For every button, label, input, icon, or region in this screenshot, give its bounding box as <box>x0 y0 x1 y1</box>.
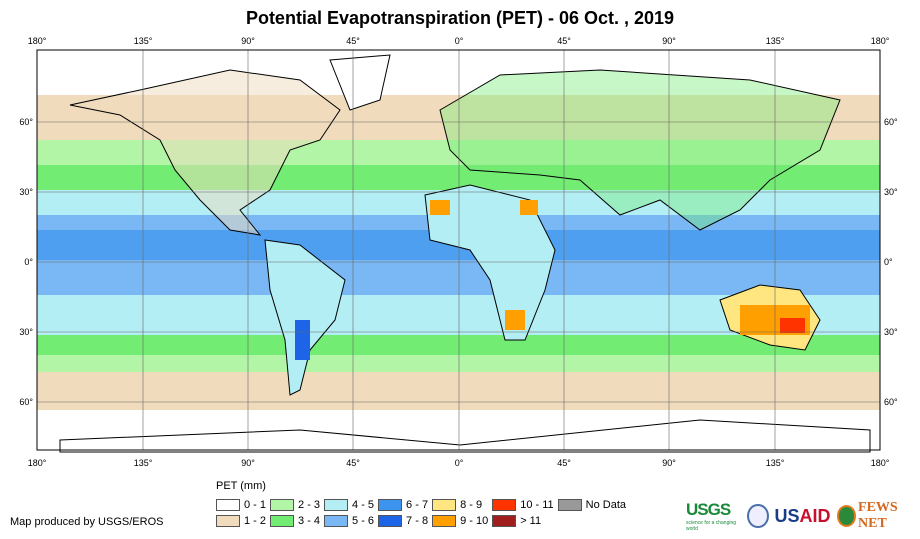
legend-label: > 11 <box>520 515 542 527</box>
lon-label-top: 90° <box>241 36 255 46</box>
legend-item: 7 - 8 <box>378 515 428 527</box>
legend-item: 2 - 3 <box>270 499 320 511</box>
legend-label: 6 - 7 <box>406 499 429 511</box>
legend-label: 5 - 6 <box>352 515 375 527</box>
lat-label-left: 60° <box>19 397 33 407</box>
north-america <box>69 69 341 236</box>
lat-label-left: 30° <box>19 187 33 197</box>
longitude-labels: 180° 180° 135° 135° 90° 90° 45° 45° 0° 0° 45° 45° 90… <box>28 36 890 468</box>
logos: USGS science for a changing world USAID F… <box>686 500 920 532</box>
latitude-labels: 60° 60° 30° 30° 0° 0° 30° 30° 60° 60° <box>19 117 898 407</box>
lon-label-bottom: 45° <box>346 458 360 468</box>
map-title: Potential Evapotranspiration (PET) - 06 … <box>245 8 675 28</box>
continents <box>59 54 871 453</box>
usaid-logo: USAID <box>774 505 831 526</box>
lon-label-top: 135° <box>134 36 153 46</box>
legend-swatch <box>492 515 517 527</box>
legend-label: 8 - 9 <box>460 499 483 511</box>
south-america <box>264 239 346 396</box>
legend-swatch <box>432 499 457 511</box>
lon-label-top: 135° <box>766 36 785 46</box>
legend-item: No Data <box>557 499 626 511</box>
lon-label-bottom: 180° <box>871 458 890 468</box>
lon-label-top: 180° <box>871 36 890 46</box>
world-pet-map: 180° 180° 135° 135° 90° 90° 45° 45° 0° 0° 45° 45° 90… <box>19 36 898 468</box>
legend-item: > 11 <box>492 515 553 527</box>
legend-label: 7 - 8 <box>406 515 429 527</box>
legend-swatch <box>324 499 349 511</box>
lon-label-bottom: 90° <box>662 458 676 468</box>
lat-label-left: 60° <box>19 117 33 127</box>
lon-label-bottom: 45° <box>557 458 571 468</box>
map-frame <box>36 49 881 451</box>
lon-label-bottom: 180° <box>28 458 47 468</box>
lon-label-top: 180° <box>28 36 47 46</box>
fews-net-logo: FEWS NET <box>836 500 920 532</box>
lon-label-bottom: 90° <box>241 458 255 468</box>
legend-label: No Data <box>585 499 626 511</box>
legend-swatch <box>492 499 517 511</box>
lat-label-right: 0° <box>884 257 893 267</box>
legend-item: 10 - 11 <box>492 499 554 511</box>
legend-label: 10 - 11 <box>520 499 554 511</box>
usgs-logo: USGS science for a changing world <box>686 500 737 532</box>
lon-label-top: 45° <box>557 36 571 46</box>
lat-label-right: 60° <box>884 397 898 407</box>
lon-label-bottom: 135° <box>134 458 153 468</box>
legend-item: 4 - 5 <box>324 499 374 511</box>
lat-label-left: 30° <box>19 327 33 337</box>
legend-item: 5 - 6 <box>324 515 374 527</box>
lat-label-right: 30° <box>884 187 898 197</box>
legend-label: 3 - 4 <box>298 515 321 527</box>
africa <box>424 184 556 341</box>
lat-label-right: 60° <box>884 117 898 127</box>
legend-swatch <box>378 499 403 511</box>
legend-title: PET (mm) <box>216 480 266 492</box>
lon-label-bottom: 135° <box>766 458 785 468</box>
legend-item: 9 - 10 <box>432 515 488 527</box>
lon-label-top: 0° <box>455 36 464 46</box>
globe-icon <box>836 505 857 527</box>
legend: 0 - 1 2 - 3 4 - 5 6 - 7 8 - 9 10 - 11 No Data 1… <box>216 499 626 527</box>
legend-item: 0 - 1 <box>216 499 266 511</box>
legend-item: 1 - 2 <box>216 515 266 527</box>
usaid-seal-icon <box>747 504 769 528</box>
legend-swatch <box>216 499 240 511</box>
legend-label: 2 - 3 <box>298 499 321 511</box>
legend-swatch <box>270 515 295 527</box>
legend-item: 8 - 9 <box>432 499 488 511</box>
legend-label: 9 - 10 <box>460 515 489 527</box>
legend-label: 4 - 5 <box>352 499 375 511</box>
graticule <box>37 50 880 450</box>
legend-swatch <box>432 515 457 527</box>
lon-label-top: 90° <box>662 36 676 46</box>
legend-item: 6 - 7 <box>378 499 428 511</box>
eurasia <box>439 69 841 231</box>
legend-swatch <box>270 499 295 511</box>
legend-label: 0 - 1 <box>244 499 267 511</box>
legend-label: 1 - 2 <box>244 515 267 527</box>
legend-swatch <box>216 515 240 527</box>
lat-label-right: 30° <box>884 327 898 337</box>
lon-label-top: 45° <box>346 36 360 46</box>
legend-item: 3 - 4 <box>270 515 320 527</box>
greenland <box>329 54 391 111</box>
legend-swatch <box>557 499 582 511</box>
legend-swatch <box>324 515 349 527</box>
legend-swatch <box>378 515 403 527</box>
lon-label-bottom: 0° <box>455 458 464 468</box>
lat-label-left: 0° <box>24 257 33 267</box>
antarctica <box>59 419 871 453</box>
credit-text: Map produced by USGS/EROS <box>10 516 164 528</box>
